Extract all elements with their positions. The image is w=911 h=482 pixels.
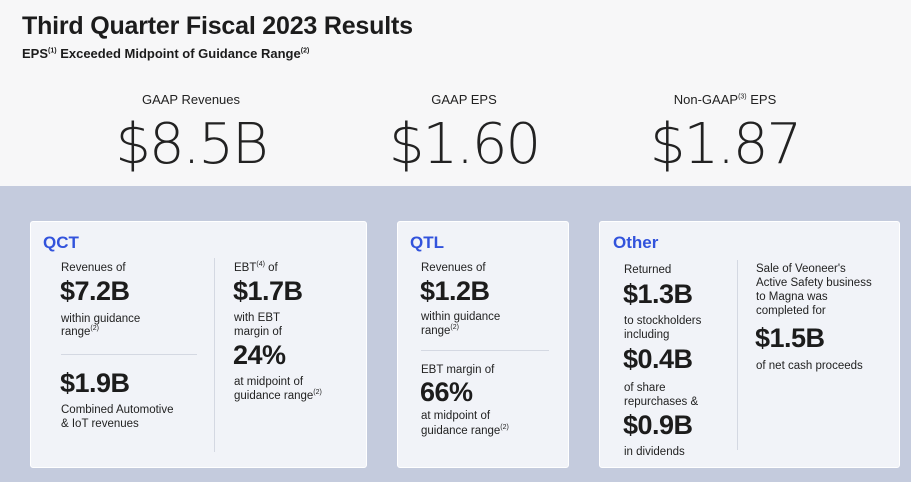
kpi-gaap-eps-value: $1.60 — [388, 112, 541, 177]
qtl-revenues-value: $1.2B — [420, 276, 490, 306]
qtl-revenues-label: Revenues of — [421, 262, 486, 274]
kpi-non-gaap-suffix: EPS — [746, 92, 777, 107]
qct-iot-note-2: & IoT revenues — [61, 418, 139, 430]
qtl-margin-label: EBT margin of — [421, 364, 495, 376]
qtl-revenues-note-1: within guidance — [421, 311, 501, 323]
other-sale-value: $1.5B — [755, 323, 825, 353]
other-repurchase-value: $0.4B — [623, 344, 693, 374]
kpi-non-gaap-footnote: (3) — [738, 93, 747, 101]
other-repurchase-note-2: repurchases & — [624, 396, 699, 408]
other-dividend-note: in dividends — [624, 446, 685, 458]
other-sale-note: of net cash proceeds — [756, 360, 863, 372]
page-subtitle: EPS(1) Exceeded Midpoint of Guidance Ran… — [22, 46, 309, 61]
qtl-divider — [421, 350, 549, 351]
other-sale-line-3: to Magna was — [756, 291, 828, 303]
subtitle-prefix: EPS — [22, 46, 49, 61]
other-returned-note-2: including — [624, 329, 670, 341]
kpi-gaap-revenues-label: GAAP Revenues — [141, 92, 241, 107]
page-title: Third Quarter Fiscal 2023 Results — [22, 12, 413, 40]
other-sale-line-2: Active Safety business — [756, 277, 872, 289]
qtl-revenues-range-text: range — [421, 325, 451, 337]
other-repurchase-note-1: of share — [624, 382, 666, 394]
subtitle-footnote-2: (2) — [300, 47, 310, 55]
qct-margin-note-2: guidance range(2) — [234, 389, 322, 403]
kpi-non-gaap-prefix: Non-GAAP — [673, 92, 739, 107]
subtitle-text: Exceeded Midpoint of Guidance Range — [56, 46, 301, 61]
other-card: Other Returned $1.3B to stockholders inc… — [599, 221, 900, 468]
other-returned-value: $1.3B — [623, 279, 693, 309]
kpi-gaap-revenues-value: $8.5B — [115, 112, 268, 177]
qtl-margin-note-1: at midpoint of — [421, 410, 491, 422]
qtl-revenues-note-2: range(2) — [421, 324, 459, 338]
qct-ebt-note-1: with EBT — [234, 312, 281, 324]
qct-margin-value: 24% — [233, 340, 286, 370]
qct-margin-note-1: at midpoint of — [234, 376, 304, 388]
other-sale-line-4: completed for — [756, 305, 826, 317]
kpi-non-gaap-eps-value: $1.87 — [649, 112, 802, 177]
qct-title: QCT — [43, 233, 79, 252]
qtl-margin-note-2: guidance range(2) — [421, 424, 509, 438]
qct-ebt-label: EBT(4) of — [234, 261, 278, 275]
qtl-margin-range-text: guidance range — [421, 425, 501, 437]
other-sale-line-1: Sale of Veoneer's — [756, 263, 846, 275]
summary-band: Third Quarter Fiscal 2023 Results EPS(1)… — [0, 0, 911, 186]
other-title: Other — [613, 233, 659, 252]
subtitle-footnote-1: (1) — [48, 47, 57, 55]
qct-ebt-suffix: of — [264, 262, 278, 274]
qct-margin-range-text: guidance range — [234, 390, 314, 402]
qct-ebt-footnote: (4) — [256, 261, 265, 269]
qct-margin-footnote: (2) — [313, 389, 322, 397]
qct-revenues-footnote: (2) — [90, 325, 99, 333]
other-column-divider — [737, 260, 738, 450]
qct-ebt-value: $1.7B — [233, 276, 303, 306]
kpi-non-gaap-eps-label: Non-GAAP(3) EPS — [605, 92, 845, 107]
qct-revenues-label: Revenues of — [61, 262, 126, 274]
qct-card: QCT Revenues of $7.2B within guidance ra… — [30, 221, 367, 468]
qtl-margin-footnote: (2) — [500, 424, 509, 432]
qct-column-divider — [214, 258, 215, 452]
qct-revenues-note-2: range(2) — [61, 325, 99, 339]
kpi-gaap-eps-label: GAAP EPS — [431, 92, 497, 107]
qct-revenues-note-1: within guidance — [61, 313, 141, 325]
qtl-margin-value: 66% — [420, 377, 473, 407]
qct-left-divider — [61, 354, 197, 355]
qct-ebt-prefix: EBT — [234, 262, 257, 274]
qtl-revenues-footnote: (2) — [450, 324, 459, 332]
qct-iot-note-1: Combined Automotive — [61, 404, 174, 416]
qct-iot-value: $1.9B — [60, 368, 130, 398]
qtl-card: QTL Revenues of $1.2B within guidance ra… — [397, 221, 569, 468]
other-returned-note-1: to stockholders — [624, 315, 702, 327]
qtl-title: QTL — [410, 233, 444, 252]
other-dividend-value: $0.9B — [623, 410, 693, 440]
qct-revenues-value: $7.2B — [60, 276, 130, 306]
qct-ebt-note-2: margin of — [234, 326, 282, 338]
other-returned-label: Returned — [624, 264, 672, 276]
qct-revenues-range-text: range — [61, 326, 91, 338]
